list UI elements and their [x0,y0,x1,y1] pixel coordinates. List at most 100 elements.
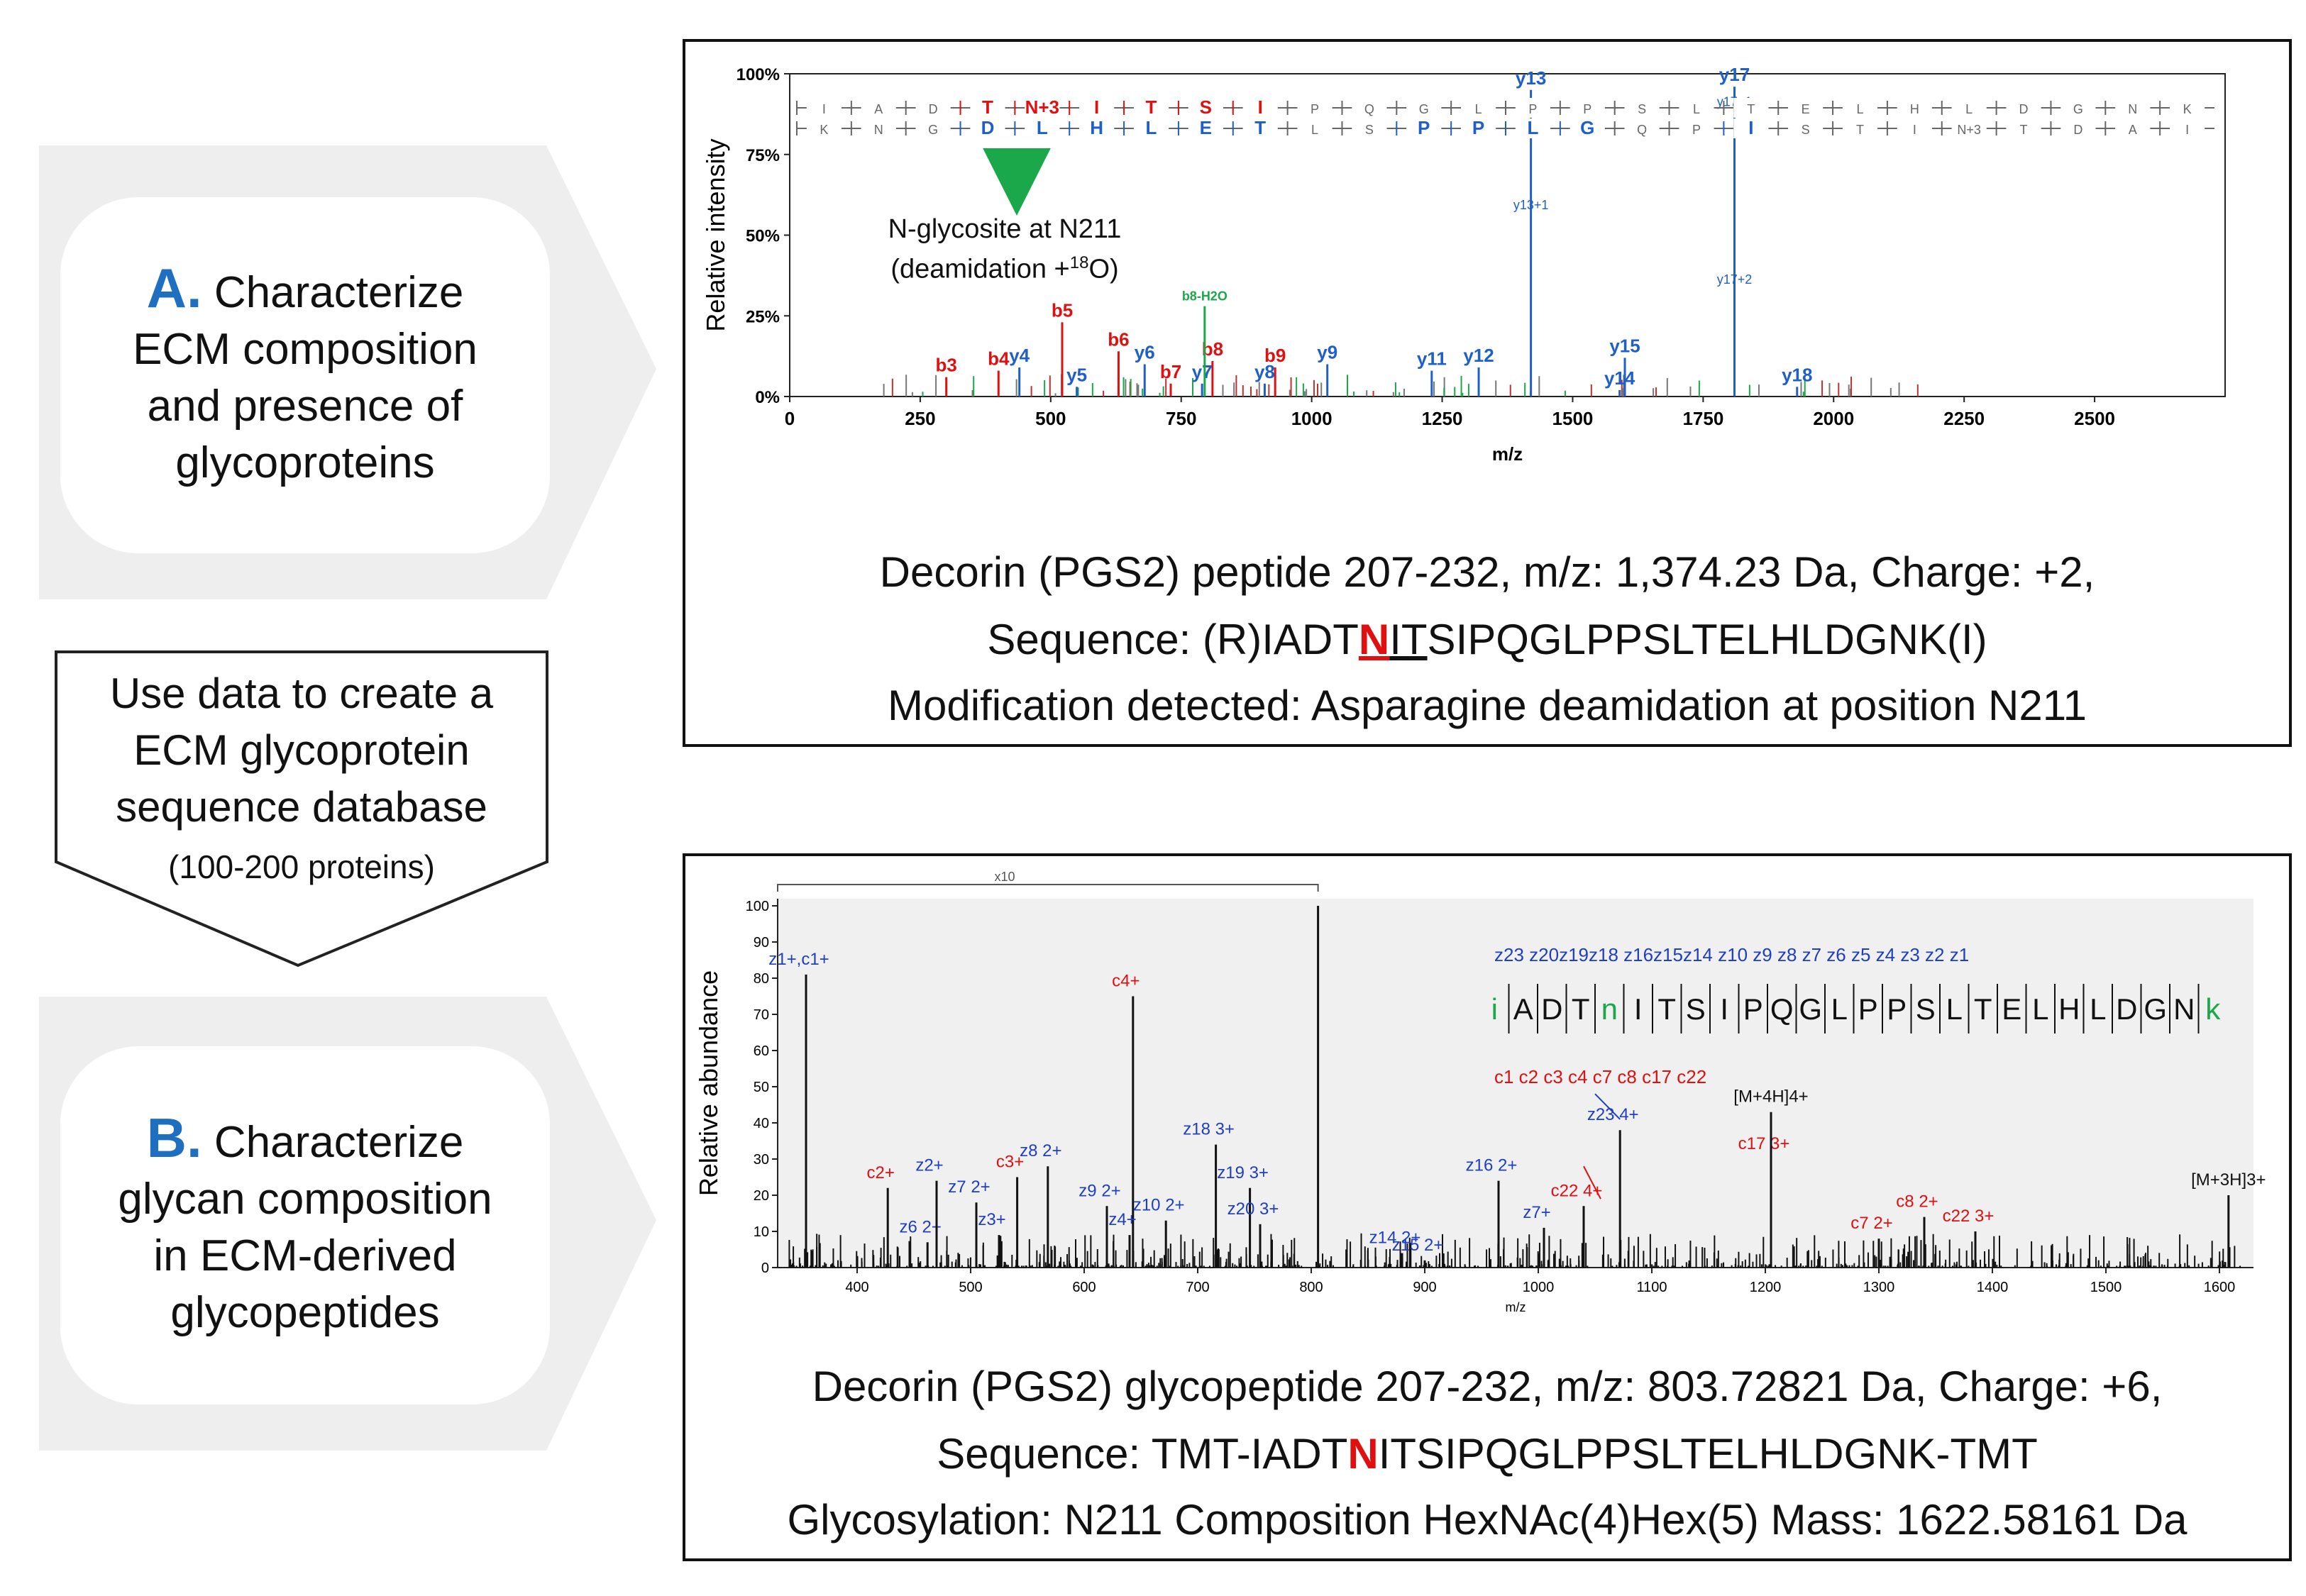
sequence-residue: T [1254,117,1266,138]
peak-label-z20 3+: z20 3+ [1228,1199,1279,1219]
sequence-residue: T [1657,992,1676,1026]
panel-a: 100% 75% 50% 25% 0% 0 250 500 750 1000 1250 1500 175… [683,39,2292,747]
sequence-residue: A [2129,123,2137,137]
sequence-residue-bg [1025,98,1060,118]
sequence-residue: L [1146,117,1157,138]
x-tick-label: 1300 [1863,1280,1895,1295]
peak-label-y12: y12 [1463,345,1494,366]
sequence-residue-bg [1733,118,1769,138]
peak-label-[M+4H]4+: [M+4H]4+ [1733,1087,1808,1107]
y-tick-label: 80 [754,971,769,987]
peak-label-c3+: c3+ [996,1153,1024,1172]
peak-label-y7: y7 [1192,361,1213,382]
sequence-residue: L [1693,102,1700,116]
step-b-line2: glycan composition [118,1175,492,1224]
sequence-residue: I [2185,123,2189,137]
peak-label-z16 2+: z16 2+ [1466,1156,1518,1175]
sequence-residue: I [1258,96,1263,118]
step-b-line3: in ECM-derived [153,1231,457,1280]
step-a-line3: and presence of [147,381,463,431]
peak-label-z9 2+: z9 2+ [1078,1181,1120,1200]
sequence-residue-bg [2169,98,2205,118]
peak-label-z6 2+: z6 2+ [900,1217,942,1236]
sequence-residue: k [2205,992,2221,1026]
panel-a-caption-line3: Modification detected: Asparagine deamid… [888,682,2087,729]
sequence-residue: G [928,123,938,137]
sequence-residue: E [2002,992,2021,1026]
sequence-residue-bg [1788,118,1824,138]
sequence-residue: G [2073,102,2083,116]
x-tick-label: 600 [1072,1280,1096,1295]
sequence-residue: L [2090,992,2106,1026]
sequence-residue-bg [2006,118,2041,138]
sequence-residue-bg [1951,118,1987,138]
peak-label-y17: y17 [1719,64,1750,85]
sequence-residue-bg [1679,118,1714,138]
sequence-residue-bg [1352,98,1387,118]
sequence-residue: T [1572,992,1590,1026]
peak-label-c22 3+: c22 3+ [1943,1207,1995,1226]
sequence-residue: H [2058,992,2080,1026]
peak-label-y18: y18 [1782,364,1812,385]
sequence-residue: n [1601,992,1618,1026]
y-tick-label: 70 [754,1007,769,1023]
sequence-residue-bg [1951,98,1987,118]
sequence-residue: G [1799,992,1822,1026]
database-arrow-shape [55,650,548,968]
peak-label-c2+: c2+ [867,1163,895,1182]
sequence-residue: S [1365,123,1374,137]
peak-label-z19 3+: z19 3+ [1217,1163,1269,1182]
x-tick-label: 2250 [1943,408,1985,429]
sequence-residue: G [2144,992,2167,1026]
peak-label-z7 2+: z7 2+ [948,1177,990,1197]
sequence-residue: T [1747,102,1755,116]
y-tick-label: 25% [746,307,780,326]
peak-label-y13: y13 [1516,67,1546,89]
sequence-residue: N [2128,102,2137,116]
peak-label-z10 2+: z10 2+ [1133,1196,1185,1215]
annotation-end: O) [1088,254,1119,284]
sequence-residue: D [1541,992,1562,1026]
y-axis-label: Relative intensity [701,138,730,331]
peak-label-c17 3+: c17 3+ [1738,1134,1790,1153]
sequence-residue: i [1491,992,1498,1026]
sequence-residue: P [1743,992,1763,1026]
peak-label-c4+: c4+ [1112,972,1140,991]
sequence-residue: D [2073,123,2082,137]
step-a-line2: ECM composition [133,324,478,374]
y-tick-label: 0% [755,388,780,407]
sequence-residue: T [982,96,993,118]
step-a-letter: A. [146,256,202,319]
sequence-residue-bg [2006,98,2041,118]
sequence-residue-bg [1624,118,1660,138]
sequence-residue: Q [1770,992,1794,1026]
sequence-residue: E [1200,117,1212,138]
sequence-residue-bg [806,98,842,118]
y-tick-label: 75% [746,146,780,165]
peak-label-z8 2+: z8 2+ [1020,1141,1061,1160]
sequence-residue: P [1583,102,1591,116]
peak-label-z1+,c1+: z1+,c1+ [768,950,829,969]
y-tick-label: 60 [754,1043,769,1059]
sequence-residue: I [1634,992,1643,1026]
sequence-residue: Q [1364,102,1374,116]
sequence-residue-bg [970,118,1005,138]
sequence-residue-bg [1406,98,1442,118]
panel-b-seq-suffix: ITSIPQGLPPSLTELHLDGNK-TMT [1378,1430,2038,1478]
peak-label-[M+3H]3+: [M+3H]3+ [2191,1170,2266,1190]
x-tick-label: 750 [1166,408,1196,429]
x-tick-label: 1500 [1552,408,1594,429]
sequence-residue-bg [1297,98,1333,118]
z23-pointer [1594,1093,1621,1120]
x-tick-label: 900 [1413,1280,1436,1295]
peak-label-y5: y5 [1066,364,1087,385]
sequence-residue: N+3 [1957,123,1981,137]
sequence-residue: S [1200,96,1212,118]
peak-label-z3+: z3+ [978,1210,1005,1229]
sequence-residue: S [1802,123,1810,137]
sequence-residue-bg [861,118,896,138]
sequence-residue: I [1720,992,1728,1026]
peak-label-y9: y9 [1317,342,1337,363]
zoom-label: x10 [994,870,1015,884]
peak-label-b3: b3 [936,355,957,376]
